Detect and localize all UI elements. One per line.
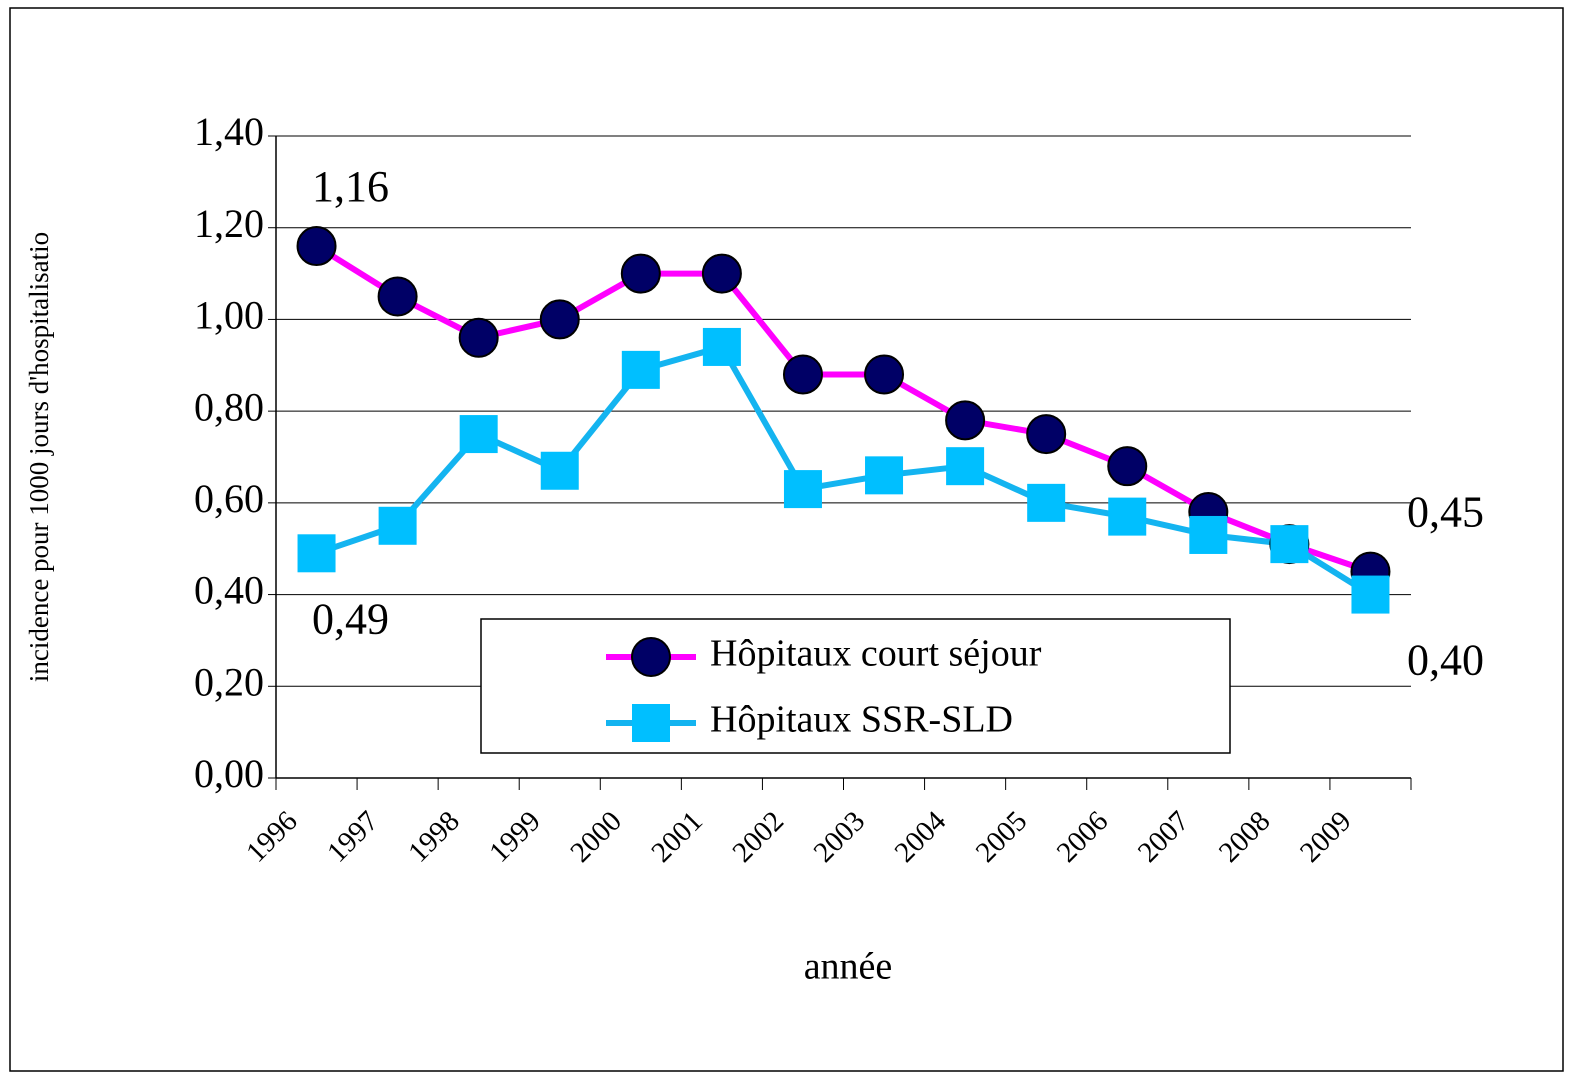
marker: [377, 276, 418, 317]
y-tick-label: 1,20: [194, 201, 264, 246]
marker: [1107, 446, 1148, 487]
marker: [297, 534, 336, 573]
marker: [864, 354, 905, 395]
legend-marker: [632, 704, 670, 742]
data-label: 1,16: [312, 162, 389, 211]
y-tick-label: 0,00: [194, 751, 264, 796]
marker: [296, 226, 337, 267]
legend: [480, 618, 1231, 754]
data-label: 0,45: [1407, 488, 1484, 537]
y-tick-label: 1,00: [194, 293, 264, 338]
legend-marker: [631, 637, 671, 677]
marker: [378, 506, 417, 545]
marker: [621, 350, 660, 389]
data-label: 0,49: [312, 594, 389, 643]
y-axis-label: incidence pour 1000 jours d'hospitalisat…: [24, 232, 54, 682]
marker: [459, 415, 498, 454]
marker: [620, 253, 661, 294]
marker: [782, 354, 823, 395]
data-label: 0,40: [1407, 636, 1484, 685]
y-tick-label: 0,80: [194, 384, 264, 429]
marker: [1027, 483, 1066, 522]
marker: [783, 470, 822, 509]
marker: [1189, 515, 1228, 554]
frame: [9, 7, 1564, 1072]
marker: [865, 456, 904, 495]
marker: [539, 299, 580, 340]
legend-label: Hôpitaux SSR-SLD: [710, 699, 1013, 741]
y-tick-label: 0,20: [194, 659, 264, 704]
y-tick-label: 0,40: [194, 568, 264, 613]
marker: [1270, 525, 1309, 564]
marker: [702, 327, 741, 366]
marker: [946, 447, 985, 486]
marker: [1351, 575, 1390, 614]
marker: [540, 451, 579, 490]
marker: [458, 317, 499, 358]
y-tick-label: 0,60: [194, 476, 264, 521]
marker: [1026, 414, 1067, 455]
x-axis-label: année: [804, 946, 893, 988]
marker: [701, 253, 742, 294]
y-tick-label: 1,40: [194, 109, 264, 154]
marker: [945, 400, 986, 441]
marker: [1108, 497, 1147, 536]
legend-label: Hôpitaux court séjour: [710, 633, 1042, 675]
